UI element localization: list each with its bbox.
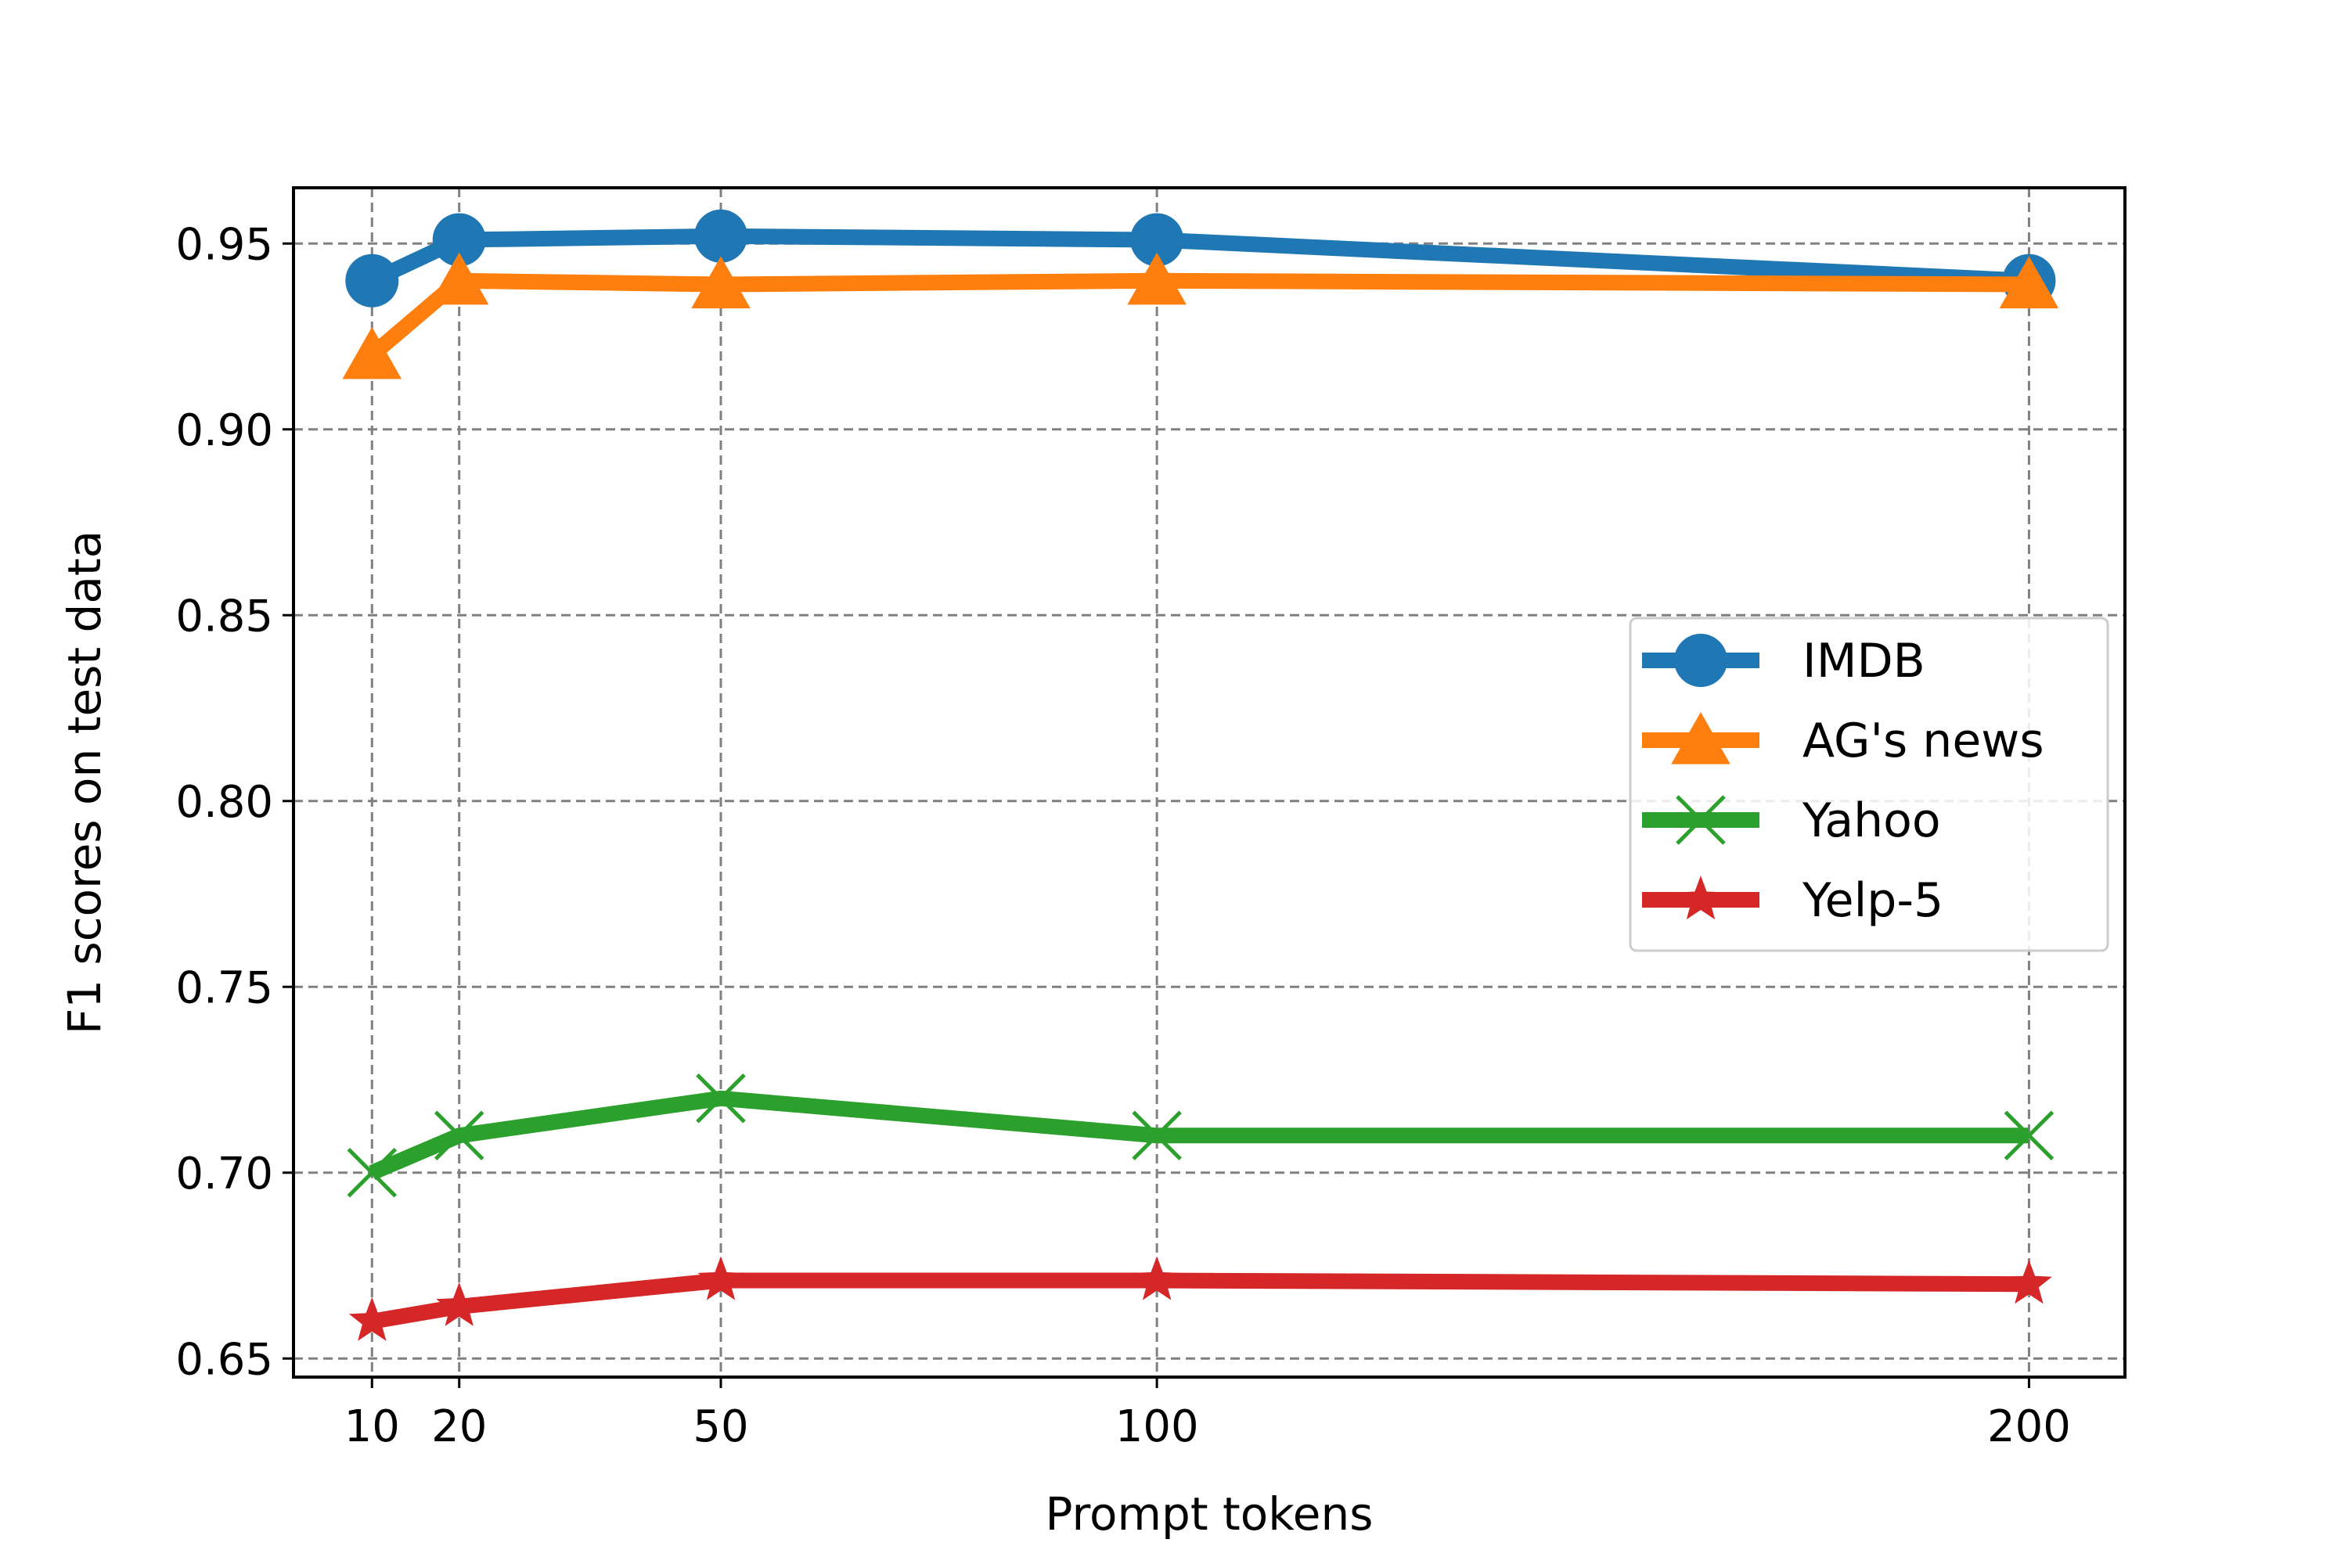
data-point-imdb: [1130, 213, 1184, 267]
data-point-yelp-5: [436, 1282, 483, 1326]
y-tick-label: 0.65: [175, 1334, 273, 1385]
legend-marker-yahoo-stroke: [1676, 795, 1726, 845]
legend-box: [1629, 617, 2109, 952]
y-tick-label: 0.85: [175, 591, 273, 642]
x-tick-label: 50: [693, 1401, 748, 1452]
data-point-yahoo: [696, 1073, 746, 1124]
legend-marker-imdb: [1674, 634, 1727, 687]
legend-marker-yahoo: [1676, 795, 1726, 845]
data-point-yelp-5: [2005, 1260, 2052, 1304]
data-point-imdb: [345, 254, 399, 307]
y-tick-label: 0.90: [175, 405, 273, 456]
data-point-yahoo-stroke: [2004, 1110, 2054, 1161]
data-point-ag-s-news: [1127, 252, 1187, 305]
y-tick-label: 0.95: [175, 219, 273, 270]
x-axis-label: Prompt tokens: [1046, 1487, 1374, 1541]
legend-label-yelp-5: Yelp-5: [1802, 873, 1943, 928]
data-point-ag-s-news: [429, 252, 489, 305]
data-point-imdb: [694, 209, 747, 263]
data-point-imdb: [432, 213, 486, 267]
plot-frame: [292, 186, 2127, 1379]
data-point-yahoo: [347, 1147, 398, 1198]
series-ag-s-news: [342, 252, 2059, 379]
y-tick-label: 0.75: [175, 962, 273, 1013]
y-tick-label: 0.80: [175, 777, 273, 828]
series-yahoo: [347, 1073, 2054, 1198]
data-point-yahoo: [2004, 1110, 2054, 1161]
data-point-yahoo: [434, 1110, 484, 1161]
legend-label-yahoo: Yahoo: [1802, 793, 1941, 848]
data-point-ag-s-news: [342, 326, 402, 379]
data-point-yelp-5: [697, 1256, 744, 1300]
data-point-yelp-5: [348, 1296, 395, 1341]
y-axis-label: F1 scores on test data: [58, 530, 111, 1034]
legend-label-ag-s-news: AG's news: [1802, 714, 2044, 768]
x-tick-label: 200: [1987, 1401, 2071, 1452]
legend: IMDB AG's news Yahoo Yelp-5: [1629, 617, 2109, 952]
x-tick-label: 10: [344, 1401, 400, 1452]
data-point-ag-s-news: [691, 256, 751, 309]
series-yelp-5: [348, 1256, 2052, 1341]
legend-marker-ag-s-news: [1671, 712, 1730, 764]
data-point-ag-s-news: [1999, 256, 2059, 309]
data-point-yelp-5: [1133, 1256, 1180, 1300]
x-tick-label: 100: [1115, 1401, 1199, 1452]
x-tick-label: 20: [431, 1401, 487, 1452]
legend-label-imdb: IMDB: [1802, 634, 1925, 689]
y-tick-label: 0.70: [175, 1149, 273, 1199]
data-point-yahoo-stroke: [696, 1073, 746, 1124]
data-point-yahoo-stroke: [347, 1147, 398, 1198]
data-point-yahoo-stroke: [1132, 1110, 1182, 1161]
data-point-yahoo: [1132, 1110, 1182, 1161]
series-imdb: [345, 209, 2056, 307]
data-point-yahoo-stroke: [434, 1110, 484, 1161]
legend-marker-yelp-5: [1677, 876, 1724, 920]
